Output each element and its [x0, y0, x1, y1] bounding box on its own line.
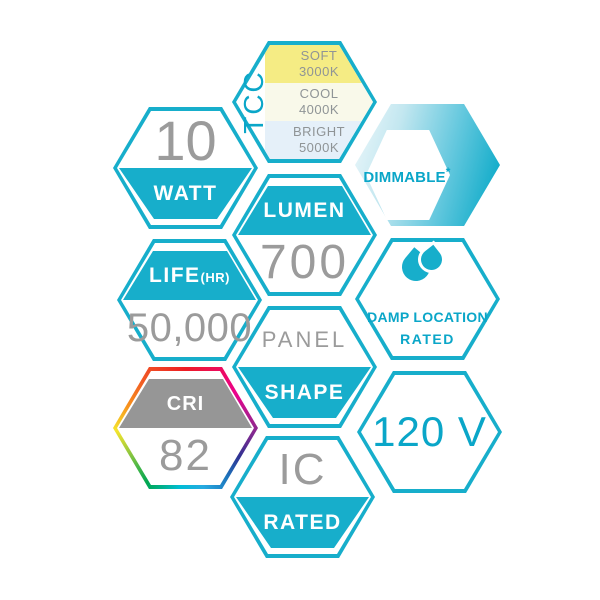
cri-value: 82 — [159, 431, 212, 480]
lumen-label: LUMEN — [263, 199, 346, 222]
cct-band-cool: COOL 4000K — [265, 83, 373, 121]
panel-text: PANEL — [261, 326, 348, 352]
dimmable-text: DIMMABLE — [363, 168, 446, 186]
damp-line2: RATED — [400, 331, 455, 347]
cct-bands: SOFT 3000K COOL 4000K BRIGHT 5000K — [265, 45, 373, 159]
band-kelvin: 4000K — [298, 102, 340, 117]
band-name: BRIGHT — [292, 124, 346, 140]
badge-cri: CRI 82 — [113, 367, 258, 489]
lumen-value: 700 — [259, 236, 350, 289]
watt-label: WATT — [153, 182, 218, 205]
band-kelvin: 5000K — [298, 140, 340, 155]
badge-panel-shape: PANEL SHAPE — [232, 306, 377, 428]
voltage-value: 120 V — [372, 408, 487, 455]
life-label: LIFE — [149, 264, 201, 287]
dimmable-inner-hexagon — [366, 130, 450, 220]
cct-band-soft: SOFT 3000K — [265, 45, 373, 83]
cct-hexagon-body: SOFT 3000K COOL 4000K BRIGHT 5000K — [236, 45, 373, 159]
dimmable-label: DIMMABLE* — [363, 165, 450, 186]
band-name: SOFT — [300, 48, 338, 64]
watt-value: 10 — [154, 108, 217, 172]
badge-damp-location: DAMP LOCATION RATED — [355, 238, 500, 360]
badge-cct: SOFT 3000K COOL 4000K BRIGHT 5000K TCC — [232, 41, 377, 163]
badge-dimmable: DIMMABLE* — [355, 104, 500, 226]
asterisk-mark: * — [445, 164, 451, 179]
band-kelvin: 3000K — [298, 64, 340, 79]
cri-label: CRI — [166, 392, 205, 415]
badge-ic-rated: IC RATED — [230, 436, 375, 558]
ic-value: IC — [278, 444, 327, 494]
ic-rated-label: RATED — [263, 511, 342, 534]
badge-voltage: 120 V — [357, 371, 502, 493]
damp-line1: DAMP LOCATION — [367, 309, 488, 325]
band-name: COOL — [299, 86, 339, 102]
shape-label: SHAPE — [264, 381, 345, 404]
badge-life: LIFE (HR) 50,000 — [117, 239, 262, 361]
life-value: 50,000 — [126, 306, 253, 350]
badge-watt: 10 WATT — [113, 107, 258, 229]
badge-lumen: LUMEN 700 — [232, 174, 377, 296]
voltage-hexagon-body — [361, 375, 498, 489]
life-unit: (HR) — [200, 269, 230, 285]
